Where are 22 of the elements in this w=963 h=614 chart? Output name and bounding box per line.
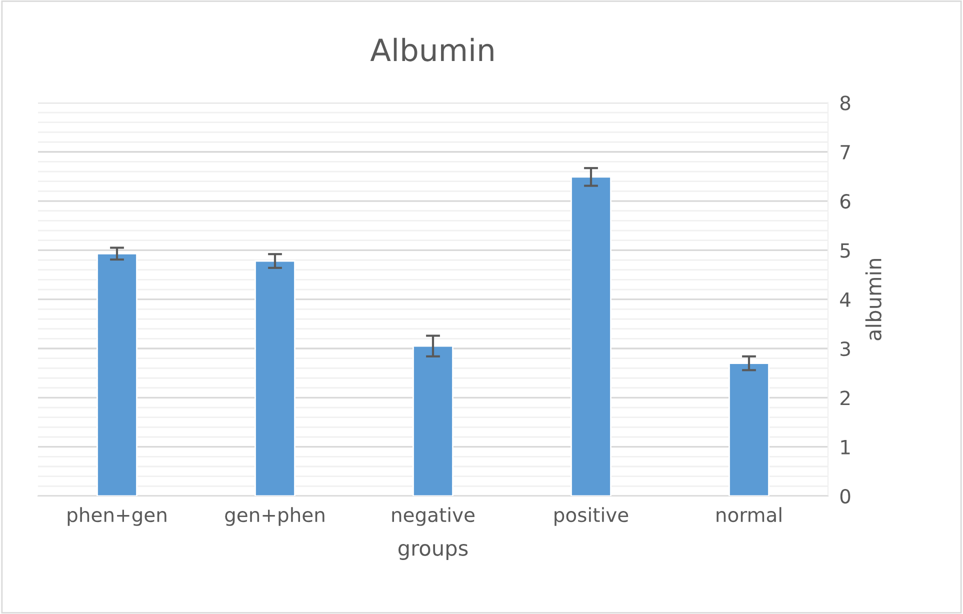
y-tick-label: 4 [840,292,850,307]
y-tick-label: 5 [840,243,850,258]
chart-title: Albumin [370,38,494,62]
y-tick-label: 6 [840,194,850,209]
x-tick-label: normal [716,507,782,522]
y-tick-label: 3 [840,341,850,356]
y-tick-label: 2 [840,390,850,406]
x-tick-label: phen+gen [68,507,166,526]
bar [254,260,296,496]
bar [728,362,770,496]
bar [412,345,454,496]
y-tick-label: 7 [840,145,850,160]
y-axis-title: albumin [865,258,882,340]
x-tick-label: negative [392,507,474,526]
bar [570,176,612,496]
y-tick-label: 0 [840,488,850,504]
y-tick-label: 1 [841,440,850,454]
x-tick-label: positive [554,507,628,526]
bar [96,252,138,496]
x-axis-title: groups [398,544,468,560]
x-tick-label: gen+phen [225,507,324,526]
y-tick-label: 8 [840,96,850,110]
